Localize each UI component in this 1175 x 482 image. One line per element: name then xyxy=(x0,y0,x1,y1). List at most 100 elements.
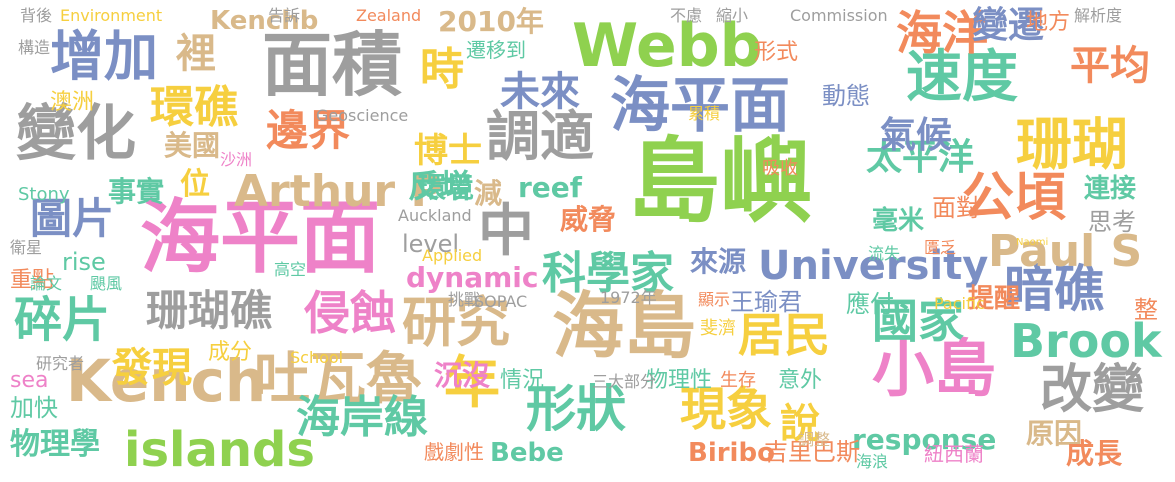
word: Commission xyxy=(790,6,888,25)
word: Pacific xyxy=(934,294,985,313)
word: 速度 xyxy=(906,45,1018,110)
word: 形狀 xyxy=(526,380,626,438)
word: 未來 xyxy=(500,69,580,115)
word: 成長 xyxy=(1066,437,1123,470)
word: 斐濟 xyxy=(700,318,736,339)
word: 生存 xyxy=(720,370,756,391)
word: 碎片 xyxy=(14,292,111,348)
word: Bebe xyxy=(490,438,564,468)
word: 遷移到 xyxy=(466,38,526,62)
word: 時 xyxy=(420,44,464,95)
word: 匱乏 xyxy=(924,238,957,257)
word: 告訴 xyxy=(268,6,301,25)
word: 研究 xyxy=(402,291,510,354)
word: 背後 xyxy=(20,6,53,25)
word: 海平面 xyxy=(610,71,790,141)
word: islands xyxy=(124,422,315,478)
word: 氣候 xyxy=(880,115,953,156)
word: Environment xyxy=(60,6,163,25)
word: 2010年 xyxy=(438,5,544,38)
word: Paul S xyxy=(988,226,1143,277)
word: 面對 xyxy=(932,194,980,222)
word: 改變 xyxy=(1040,360,1145,420)
word: University xyxy=(758,243,989,289)
word: 意外 xyxy=(778,368,823,393)
word: 海岸線 xyxy=(296,392,428,443)
word: 澳洲 xyxy=(50,90,95,115)
word: level xyxy=(402,230,460,258)
word: 海島 xyxy=(552,284,697,368)
word: 環境 xyxy=(418,171,475,204)
word: 毫米 xyxy=(872,206,925,236)
word: 顯示 xyxy=(698,290,731,309)
word: 思考 xyxy=(1088,208,1136,236)
word: Stony xyxy=(18,184,70,205)
word: 面積 xyxy=(262,24,402,106)
word: 公頃 xyxy=(962,168,1067,228)
word: School xyxy=(290,348,344,367)
word: 美國 xyxy=(164,129,221,162)
word: 海平面 xyxy=(140,191,380,284)
word: Applied xyxy=(422,246,483,265)
word: 地方 xyxy=(1026,10,1071,35)
word: 調適 xyxy=(486,105,594,168)
word: Brook xyxy=(1010,314,1162,368)
word: 裡 xyxy=(176,31,216,77)
word: rise xyxy=(62,248,106,276)
word: Kenchb xyxy=(210,6,319,36)
word: 減 xyxy=(474,177,503,210)
word: dynamic xyxy=(406,261,539,294)
word: 整 xyxy=(1134,296,1158,324)
word: 成分 xyxy=(208,340,253,365)
word: 小島 xyxy=(872,332,997,405)
word: Zealand xyxy=(356,6,422,25)
word: 提醒 xyxy=(968,284,1021,314)
word: 連接 xyxy=(1084,174,1137,204)
word: Geoscience xyxy=(316,106,409,125)
word: Kench xyxy=(66,347,267,415)
word: 邊界 xyxy=(266,106,351,155)
word: 海浪 xyxy=(856,452,889,471)
word: 說 xyxy=(780,401,820,447)
word: 國家 xyxy=(872,294,964,348)
word: 反增 xyxy=(408,167,473,205)
word: 論文 xyxy=(30,274,63,293)
word: 吸收 xyxy=(762,158,798,179)
word: 累積 xyxy=(688,104,721,123)
word: 調整 xyxy=(798,430,831,449)
word: 物理性 xyxy=(646,368,713,393)
word: Webb xyxy=(572,11,763,81)
word: 珊瑚 xyxy=(1016,113,1128,178)
word: 吉里巴斯 xyxy=(764,438,860,466)
word: 縮小 xyxy=(716,6,749,25)
word: 島嶼 xyxy=(628,128,813,235)
word: 研究者 xyxy=(36,354,85,373)
word: 增加 xyxy=(50,25,158,88)
word: 流失 xyxy=(868,244,901,263)
word: 1972年 xyxy=(600,288,657,307)
word: 太平洋 xyxy=(866,137,975,178)
word: 環礁 xyxy=(150,82,238,133)
word: 威脅 xyxy=(560,203,617,236)
word: 中 xyxy=(478,199,534,264)
word: 王瑜君 xyxy=(730,288,802,316)
word: 海洋 xyxy=(896,6,988,60)
word: 珊瑚礁 xyxy=(146,286,273,335)
word: 應付 xyxy=(846,290,894,318)
word: 衛星 xyxy=(10,238,43,257)
word: 變化 xyxy=(16,99,136,169)
word: reef xyxy=(518,171,582,204)
word: 構造 xyxy=(18,38,51,57)
word: 情況 xyxy=(500,368,545,393)
word: sea xyxy=(10,368,49,393)
word: 戲劇性 xyxy=(424,440,484,464)
word: 加快 xyxy=(10,394,58,422)
word: response xyxy=(852,423,997,456)
word: 動態 xyxy=(822,82,870,110)
word: 居民 xyxy=(738,308,830,362)
word: 物理學 xyxy=(10,427,100,462)
word: 侵蝕 xyxy=(304,286,396,340)
word: 不慮 xyxy=(670,6,703,25)
word: Auckland xyxy=(398,206,472,225)
